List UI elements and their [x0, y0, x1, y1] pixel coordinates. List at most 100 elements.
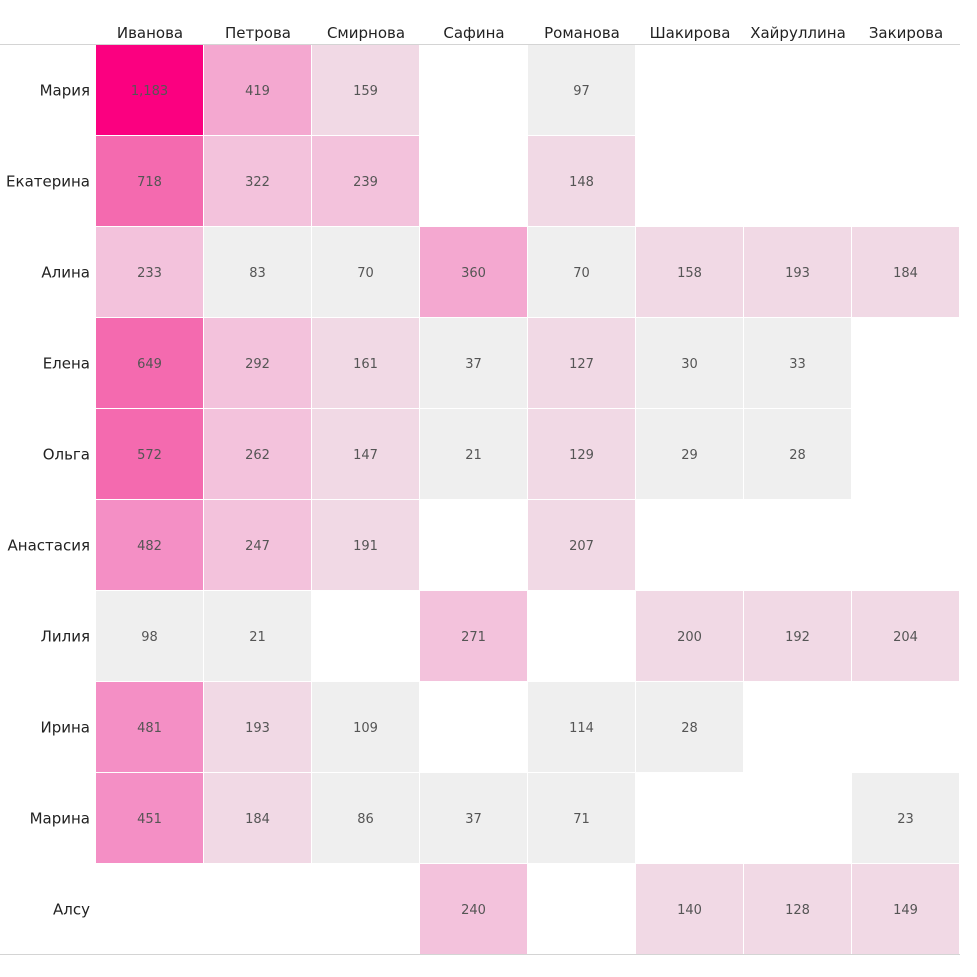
cell-value-label: 97 — [573, 84, 590, 99]
cell-value-label: 83 — [249, 266, 266, 281]
heatmap-cell — [204, 591, 311, 681]
cell-value-label: 140 — [677, 903, 702, 918]
heatmap-cell — [744, 864, 851, 954]
heatmap-cell — [204, 409, 311, 499]
cell-value-label: 451 — [137, 812, 162, 827]
heatmap-cell — [204, 45, 311, 135]
cell-value-label: 572 — [137, 448, 162, 463]
heatmap-cell — [852, 591, 959, 681]
column-label: Сафина — [443, 24, 504, 42]
cell-value-label: 21 — [249, 630, 266, 645]
cell-value-label: 33 — [789, 357, 806, 372]
heatmap-cell — [312, 409, 419, 499]
cell-value-label: 271 — [461, 630, 486, 645]
cell-value-label: 1,183 — [131, 84, 168, 99]
cell-value-label: 322 — [245, 175, 270, 190]
heatmap-cell — [420, 773, 527, 863]
heatmap-cell — [96, 227, 203, 317]
cell-value-label: 37 — [465, 357, 482, 372]
column-label: Романова — [544, 24, 620, 42]
cell-value-label: 649 — [137, 357, 162, 372]
cell-value-label: 70 — [573, 266, 590, 281]
column-label: Смирнова — [327, 24, 405, 42]
row-label: Алина — [41, 264, 90, 282]
cell-value-label: 149 — [893, 903, 918, 918]
cell-value-label: 360 — [461, 266, 486, 281]
heatmap-cell — [312, 136, 419, 226]
heatmap-cell — [852, 227, 959, 317]
heatmap-cell — [420, 227, 527, 317]
heatmap-cell — [204, 682, 311, 772]
heatmap-cell — [312, 45, 419, 135]
row-labels: Мария Екатерина Алина Елена Ольга Анастасия Ли… — [6, 82, 90, 919]
cell-value-label: 86 — [357, 812, 374, 827]
cell-value-label: 419 — [245, 84, 270, 99]
heatmap-cell — [528, 136, 635, 226]
cell-value-label: 70 — [357, 266, 374, 281]
row-label: Мария — [40, 82, 90, 100]
row-label: Ольга — [43, 446, 90, 464]
row-label: Алсу — [53, 901, 90, 919]
heatmap-cell — [636, 227, 743, 317]
cell-value-label: 233 — [137, 266, 162, 281]
column-labels: Иванова Петрова Смирнова Сафина Романова Шаки… — [117, 24, 943, 42]
heatmap-cell — [96, 682, 203, 772]
heatmap-cell — [312, 500, 419, 590]
heatmap-cell — [528, 318, 635, 408]
cell-value-label: 21 — [465, 448, 482, 463]
heatmap-cell — [96, 45, 203, 135]
cell-value-label: 71 — [573, 812, 590, 827]
cell-value-label: 191 — [353, 539, 378, 554]
heatmap-cell — [528, 227, 635, 317]
cell-value-label: 23 — [897, 812, 914, 827]
cell-value-label: 28 — [789, 448, 806, 463]
heatmap-cell — [96, 318, 203, 408]
cell-value-label: 200 — [677, 630, 702, 645]
heatmap-cell — [636, 591, 743, 681]
heatmap-cell — [852, 773, 959, 863]
row-label: Ирина — [41, 719, 91, 737]
heatmap-cell — [96, 591, 203, 681]
heatmap-cell — [204, 227, 311, 317]
heatmap-cell — [96, 773, 203, 863]
heatmap-cell — [528, 500, 635, 590]
cell-value-label: 98 — [141, 630, 158, 645]
heatmap-cell — [852, 864, 959, 954]
cell-value-label: 240 — [461, 903, 486, 918]
cell-value-label: 114 — [569, 721, 594, 736]
cell-value-label: 482 — [137, 539, 162, 554]
heatmap-cell — [204, 136, 311, 226]
column-label: Шакирова — [650, 24, 731, 42]
row-label: Лилия — [41, 628, 90, 646]
cell-value-label: 262 — [245, 448, 270, 463]
column-label: Иванова — [117, 24, 183, 42]
heatmap-cell — [312, 682, 419, 772]
cell-value-label: 204 — [893, 630, 918, 645]
cell-value-label: 718 — [137, 175, 162, 190]
heatmap-cell — [420, 591, 527, 681]
heatmap-cells: 1,183 419 159 97 718 322 239 148 233 83 70 360 70 158… — [96, 45, 959, 954]
cell-value-label: 161 — [353, 357, 378, 372]
heatmap-cell — [636, 318, 743, 408]
heatmap-cell — [96, 136, 203, 226]
heatmap-cell — [420, 318, 527, 408]
heatmap-cell — [96, 409, 203, 499]
cell-value-label: 30 — [681, 357, 698, 372]
row-label: Марина — [30, 810, 90, 828]
column-label: Закирова — [869, 24, 943, 42]
cell-value-label: 292 — [245, 357, 270, 372]
row-label: Елена — [43, 355, 90, 373]
heatmap-cell — [636, 864, 743, 954]
column-label: Хайруллина — [750, 24, 846, 42]
heatmap-cell — [312, 227, 419, 317]
column-label: Петрова — [225, 24, 291, 42]
heatmap-cell — [744, 318, 851, 408]
cell-value-label: 184 — [245, 812, 270, 827]
heatmap-cell — [636, 682, 743, 772]
row-label: Екатерина — [6, 173, 90, 191]
cell-value-label: 37 — [465, 812, 482, 827]
heatmap-cell — [420, 409, 527, 499]
cell-value-label: 184 — [893, 266, 918, 281]
heatmap-cell — [312, 318, 419, 408]
